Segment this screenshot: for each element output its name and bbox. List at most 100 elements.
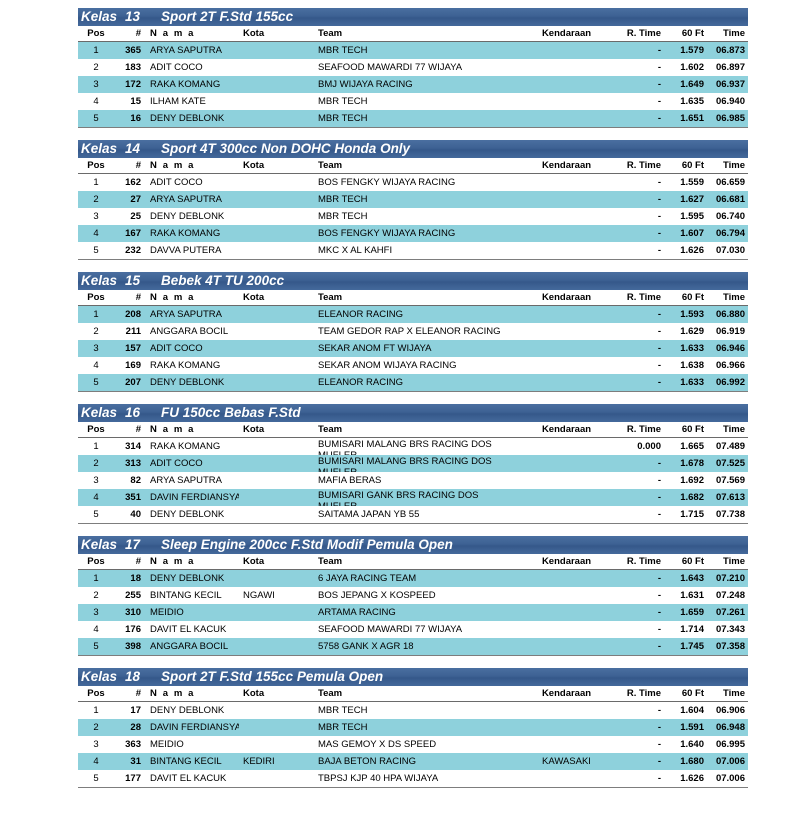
column-header-pos: Pos	[78, 26, 114, 42]
cell-pos: 5	[93, 773, 99, 784]
cell-kendaraan	[514, 242, 619, 259]
cell-60ft: 1.602	[680, 62, 704, 73]
cell-nama: DENY DEBLONK	[150, 113, 225, 124]
cell-number: 310	[125, 607, 141, 618]
cell-kota	[239, 736, 314, 753]
table-bottom-rule	[78, 787, 748, 788]
cell-nama: RAKA KOMANG	[150, 79, 221, 90]
column-header-time: Time	[707, 686, 748, 702]
cell-time: 07.261	[715, 607, 745, 618]
cell-kota	[239, 570, 314, 588]
cell-team: TEAM GEDOR RAP X ELEANOR RACING	[318, 326, 501, 337]
cell-pos: 5	[93, 377, 99, 388]
table-row: 3 82 ARYA SAPUTRA MAFIA BERAS - 1.692 07.569	[78, 472, 748, 489]
cell-rtime: -	[657, 641, 661, 652]
cell-time: 06.937	[715, 79, 745, 90]
column-header-pos: Pos	[78, 158, 114, 174]
cell-pos: 3	[93, 739, 99, 750]
table-header-row: Pos # N a m a Kota Team Kendaraan R. Time 60 Ft…	[78, 422, 748, 438]
cell-kendaraan	[514, 719, 619, 736]
cell-pos: 1	[93, 441, 99, 452]
cell-rtime: -	[657, 756, 661, 767]
column-header-time: Time	[707, 554, 748, 570]
table-row: 3 310 MEIDIO ARTAMA RACING - 1.659 07.261	[78, 604, 748, 621]
cell-nama: ARYA SAPUTRA	[150, 45, 222, 56]
cell-kendaraan	[514, 225, 619, 242]
table-header-row: Pos # N a m a Kota Team Kendaraan R. Time 60 Ft…	[78, 554, 748, 570]
cell-kota	[239, 174, 314, 192]
cell-time: 07.006	[715, 756, 745, 767]
class-label: Kelas	[81, 141, 118, 156]
table-row: 2 28 DAVIN FERDIANSYAH MBR TECH - 1.591 06.948	[78, 719, 748, 736]
class-block: Kelas 16 FU 150cc Bebas F.Std Pos # N a m a Ko…	[78, 404, 748, 524]
cell-kendaraan	[514, 587, 619, 604]
cell-number: 82	[130, 475, 141, 486]
cell-kota	[239, 604, 314, 621]
table-row: 3 363 MEIDIO MAS GEMOY X DS SPEED - 1.640 06.9…	[78, 736, 748, 753]
table-row: 4 15 ILHAM KATE MBR TECH - 1.635 06.940	[78, 93, 748, 110]
cell-kota	[239, 340, 314, 357]
cell-60ft: 1.638	[680, 360, 704, 371]
cell-kota	[239, 770, 314, 787]
cell-60ft: 1.659	[680, 607, 704, 618]
cell-team: ELEANOR RACING	[318, 309, 403, 320]
cell-team: BAJA BETON RACING	[318, 756, 417, 767]
column-header-nama: N a m a	[144, 26, 239, 42]
column-header-kendaraan: Kendaraan	[514, 554, 619, 570]
cell-nama: ADIT COCO	[150, 177, 203, 188]
cell-rtime: 0.000	[637, 441, 661, 452]
column-header-time: Time	[707, 290, 748, 306]
cell-rtime: -	[657, 309, 661, 320]
cell-rtime: -	[657, 45, 661, 56]
class-label: Kelas	[81, 537, 118, 552]
cell-number: 167	[125, 228, 141, 239]
column-header-team: Team	[314, 422, 514, 438]
cell-kota: NGAWI	[243, 590, 275, 601]
cell-team: BUMISARI GANK BRS RACING DOS MUFLER	[314, 489, 514, 506]
cell-number: 176	[125, 624, 141, 635]
table-header-row: Pos # N a m a Kota Team Kendaraan R. Time 60 Ft…	[78, 686, 748, 702]
cell-kendaraan	[514, 76, 619, 93]
cell-time: 07.738	[715, 509, 745, 520]
cell-time: 06.794	[715, 228, 745, 239]
cell-team: MBR TECH	[318, 705, 368, 716]
cell-number: 27	[130, 194, 141, 205]
column-header-time: Time	[707, 158, 748, 174]
column-header-number: #	[114, 158, 144, 174]
cell-team: 5758 GANK X AGR 18	[318, 641, 414, 652]
column-header-pos: Pos	[78, 290, 114, 306]
cell-rtime: -	[657, 607, 661, 618]
class-number: 14	[125, 141, 141, 156]
table-row: 1 208 ARYA SAPUTRA ELEANOR RACING - 1.593 06.8…	[78, 305, 748, 323]
cell-rtime: -	[657, 722, 661, 733]
table-row: 1 18 DENY DEBLONK 6 JAYA RACING TEAM - 1.643 0…	[78, 569, 748, 588]
cell-pos: 4	[93, 228, 99, 239]
cell-time: 06.873	[715, 45, 745, 56]
cell-kota	[239, 374, 314, 391]
cell-number: 398	[125, 641, 141, 652]
column-header-team: Team	[314, 158, 514, 174]
cell-nama: ILHAM KATE	[150, 96, 206, 107]
cell-team: 6 JAYA RACING TEAM	[318, 573, 417, 584]
class-name: Sport 4T 300cc Non DOHC Honda Only	[161, 141, 411, 156]
cell-60ft: 1.559	[680, 177, 704, 188]
cell-pos: 2	[93, 62, 99, 73]
table-row: 2 313 ADIT COCO BUMISARI MALANG BRS RACING …	[78, 455, 748, 472]
column-header-nama: N a m a	[144, 686, 239, 702]
cell-team: BOS JEPANG X KOSPEED	[318, 590, 436, 601]
cell-team: SEKAR ANOM FT WIJAYA	[318, 343, 432, 354]
class-number: 13	[125, 9, 141, 24]
column-header-team: Team	[314, 26, 514, 42]
cell-kendaraan	[514, 506, 619, 523]
table-row: 5 40 DENY DEBLONK SAITAMA JAPAN YB 55 - 1.715…	[78, 506, 748, 523]
cell-rtime: -	[657, 79, 661, 90]
cell-nama: DENY DEBLONK	[150, 573, 225, 584]
cell-kota	[239, 438, 314, 456]
table-row: 3 157 ADIT COCO SEKAR ANOM FT WIJAYA - 1.633 0…	[78, 340, 748, 357]
cell-kota	[239, 489, 314, 506]
column-header-rtime: R. Time	[619, 158, 664, 174]
cell-pos: 2	[93, 194, 99, 205]
cell-number: 211	[125, 326, 141, 337]
class-blocks-container: Kelas 13 Sport 2T F.Std 155cc Pos # N a m a Ko…	[0, 8, 800, 788]
cell-time: 07.525	[715, 458, 745, 469]
